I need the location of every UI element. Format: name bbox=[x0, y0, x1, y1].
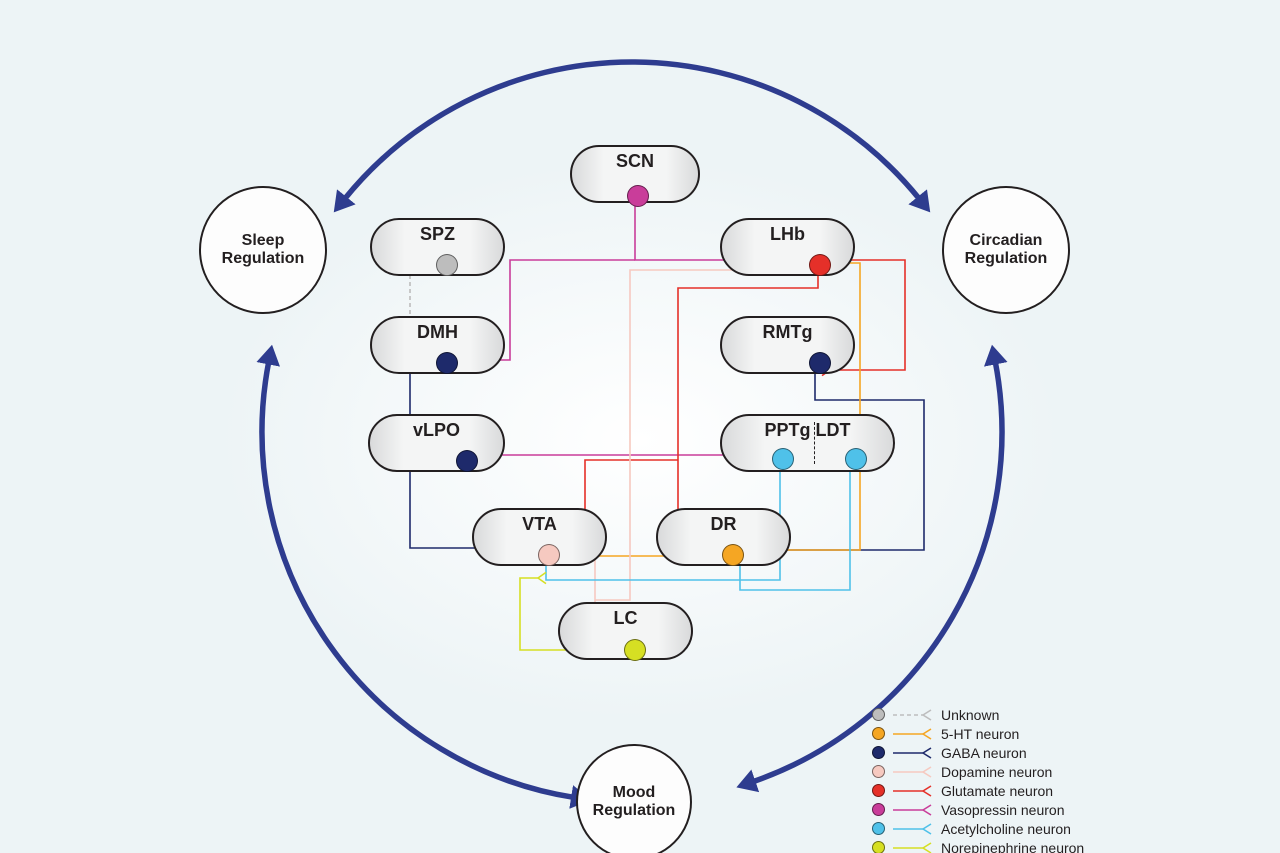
node-divider bbox=[814, 422, 815, 464]
brain-node-label: RMTg bbox=[763, 322, 813, 343]
brain-node-label: vLPO bbox=[413, 420, 460, 441]
connection-terminal bbox=[538, 572, 546, 583]
legend-label: GABA neuron bbox=[941, 745, 1027, 761]
legend-dot bbox=[872, 841, 885, 853]
legend-line bbox=[889, 803, 937, 817]
legend-row-acetylcholine: Acetylcholine neuron bbox=[872, 819, 1084, 838]
brain-node-LC: LC bbox=[558, 602, 693, 660]
legend-label: Dopamine neuron bbox=[941, 764, 1052, 780]
legend-label: Glutamate neuron bbox=[941, 783, 1053, 799]
legend-line bbox=[889, 841, 937, 853]
neuron-dot bbox=[436, 352, 458, 374]
legend-dot bbox=[872, 708, 885, 721]
neuron-dot bbox=[809, 352, 831, 374]
brain-node-label: DMH bbox=[417, 322, 458, 343]
brain-node-DMH: DMH bbox=[370, 316, 505, 374]
legend-row-dopamine: Dopamine neuron bbox=[872, 762, 1084, 781]
brain-node-VTA: VTA bbox=[472, 508, 607, 566]
neuron-dot bbox=[722, 544, 744, 566]
brain-node-vLPO: vLPO bbox=[368, 414, 505, 472]
legend-row-unknown: Unknown bbox=[872, 705, 1084, 724]
brain-node-DR: DR bbox=[656, 508, 791, 566]
label-text: Sleep Regulation bbox=[201, 232, 325, 269]
legend-row-glutamate: Glutamate neuron bbox=[872, 781, 1084, 800]
legend-row-5ht: 5-HT neuron bbox=[872, 724, 1084, 743]
brain-node-SPZ: SPZ bbox=[370, 218, 505, 276]
brain-node-PPTgLDT: PPTg LDT bbox=[720, 414, 895, 472]
cycle-svg bbox=[0, 0, 1280, 853]
mood-regulation-label: Mood Regulation bbox=[576, 744, 692, 853]
legend-label: 5-HT neuron bbox=[941, 726, 1019, 742]
legend-row-norepinephrine: Norepinephrine neuron bbox=[872, 838, 1084, 853]
brain-node-SCN: SCN bbox=[570, 145, 700, 203]
brain-node-label: DR bbox=[711, 514, 737, 535]
brain-node-label: LHb bbox=[770, 224, 805, 245]
legend-row-gaba: GABA neuron bbox=[872, 743, 1084, 762]
legend-dot bbox=[872, 803, 885, 816]
legend-dot bbox=[872, 746, 885, 759]
legend-dot bbox=[872, 727, 885, 740]
legend-label: Acetylcholine neuron bbox=[941, 821, 1071, 837]
legend-line bbox=[889, 708, 937, 722]
circadian-regulation-label: Circadian Regulation bbox=[942, 186, 1070, 314]
brain-node-RMTg: RMTg bbox=[720, 316, 855, 374]
brain-node-label: SCN bbox=[616, 151, 654, 172]
legend-dot bbox=[872, 822, 885, 835]
brain-node-label: PPTg LDT bbox=[765, 420, 851, 441]
legend-dot bbox=[872, 765, 885, 778]
connection-5ht bbox=[730, 263, 860, 550]
neuron-dot bbox=[809, 254, 831, 276]
label-text: Mood Regulation bbox=[578, 784, 690, 821]
legend-line bbox=[889, 784, 937, 798]
legend: Unknown 5-HT neuron GABA neuron Dopamine ne… bbox=[872, 705, 1084, 853]
label-text: Circadian Regulation bbox=[944, 232, 1068, 269]
legend-line bbox=[889, 765, 937, 779]
neuron-dot bbox=[845, 448, 867, 470]
legend-row-vasopressin: Vasopressin neuron bbox=[872, 800, 1084, 819]
neuron-dot bbox=[772, 448, 794, 470]
neuron-dot bbox=[627, 185, 649, 207]
brain-node-LHb: LHb bbox=[720, 218, 855, 276]
brain-node-label: SPZ bbox=[420, 224, 455, 245]
neuron-dot bbox=[436, 254, 458, 276]
legend-line bbox=[889, 727, 937, 741]
legend-line bbox=[889, 746, 937, 760]
connection-glutamate bbox=[678, 270, 818, 522]
neuron-dot bbox=[624, 639, 646, 661]
brain-node-label: LC bbox=[614, 608, 638, 629]
legend-label: Unknown bbox=[941, 707, 999, 723]
sleep-regulation-label: Sleep Regulation bbox=[199, 186, 327, 314]
legend-label: Vasopressin neuron bbox=[941, 802, 1064, 818]
brain-node-label: VTA bbox=[522, 514, 557, 535]
legend-dot bbox=[872, 784, 885, 797]
legend-line bbox=[889, 822, 937, 836]
neuron-dot bbox=[538, 544, 560, 566]
neuron-dot bbox=[456, 450, 478, 472]
legend-label: Norepinephrine neuron bbox=[941, 840, 1084, 853]
